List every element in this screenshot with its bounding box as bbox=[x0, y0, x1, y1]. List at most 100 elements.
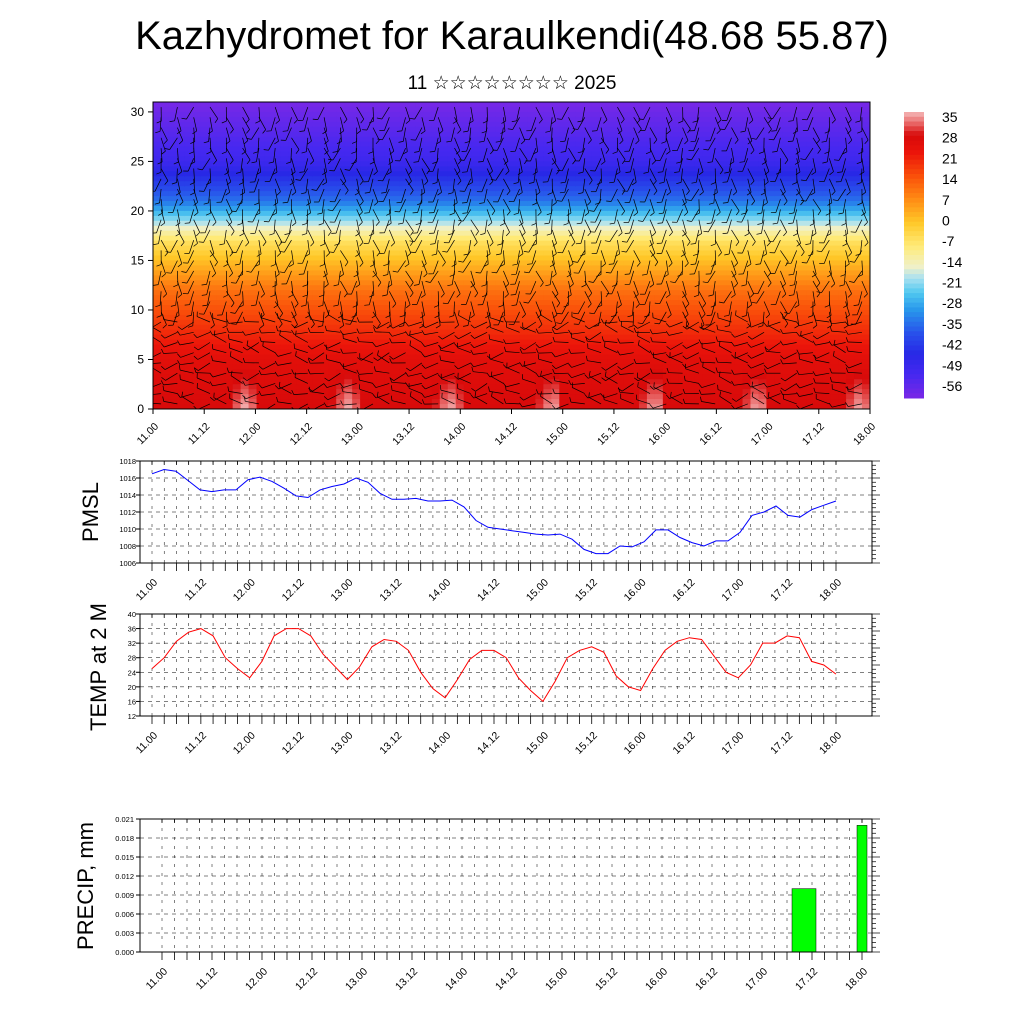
heatmap-cell bbox=[575, 121, 584, 128]
heatmap-cell bbox=[750, 126, 760, 133]
heatmap-cell bbox=[623, 359, 632, 366]
heatmap-cell bbox=[272, 255, 282, 262]
heatmap-cell bbox=[670, 106, 680, 113]
heatmap-cell bbox=[384, 245, 393, 252]
heatmap-cell bbox=[232, 121, 242, 128]
heatmap-cell bbox=[439, 201, 449, 207]
heatmap-cell bbox=[184, 235, 194, 242]
heatmap-cell bbox=[431, 205, 441, 212]
heatmap-cell bbox=[654, 309, 664, 316]
heatmap-cell bbox=[264, 250, 274, 257]
heatmap-cell bbox=[160, 106, 170, 113]
heatmap-cell bbox=[368, 111, 377, 118]
heatmap-cell bbox=[734, 384, 744, 390]
heatmap-cell bbox=[208, 141, 218, 148]
heatmap-cell bbox=[296, 305, 305, 311]
heatmap-cell bbox=[742, 344, 752, 351]
heatmap-cell bbox=[591, 186, 600, 192]
heatmap-cell bbox=[734, 324, 744, 331]
heatmap-cell bbox=[296, 141, 305, 148]
heatmap-cell bbox=[487, 126, 497, 133]
heatmap-cell bbox=[702, 265, 712, 271]
heatmap-cell bbox=[567, 166, 576, 172]
heatmap-cell bbox=[567, 230, 576, 237]
heatmap-cell bbox=[591, 339, 600, 346]
heatmap-cell bbox=[256, 161, 266, 167]
heatmap-cell bbox=[256, 295, 266, 301]
heatmap-cell bbox=[384, 374, 393, 380]
heatmap-cell bbox=[160, 349, 170, 356]
heatmap-cell bbox=[176, 205, 186, 212]
heatmap-cell bbox=[264, 215, 274, 222]
heatmap-cell bbox=[423, 131, 433, 138]
heatmap-cell bbox=[654, 344, 664, 351]
heatmap-cell bbox=[583, 245, 592, 252]
heatmap-cell bbox=[654, 141, 664, 148]
heatmap-cell bbox=[710, 255, 720, 262]
heatmap-cell bbox=[447, 146, 457, 153]
heatmap-cell bbox=[272, 220, 282, 227]
heatmap-cell bbox=[646, 166, 656, 172]
heatmap-cell bbox=[487, 305, 497, 311]
heatmap-cell bbox=[694, 379, 704, 385]
heatmap-cell bbox=[535, 334, 544, 341]
heatmap-cell bbox=[607, 186, 616, 192]
heatmap-cell bbox=[519, 171, 529, 177]
heatmap-cell bbox=[392, 275, 401, 281]
heatmap-cell bbox=[153, 389, 162, 395]
heatmap-cell bbox=[280, 151, 290, 158]
heatmap-cell bbox=[559, 116, 568, 123]
heatmap-cell bbox=[631, 235, 640, 242]
heatmap-cell bbox=[479, 220, 489, 227]
heatmap-cell bbox=[447, 324, 457, 331]
heatmap-cell bbox=[168, 359, 178, 366]
heatmap-cell bbox=[320, 399, 329, 405]
heatmap-cell bbox=[447, 280, 457, 286]
heatmap-cell bbox=[200, 260, 210, 266]
heatmap-cell bbox=[718, 384, 728, 390]
heatmap-cell bbox=[607, 176, 616, 182]
heatmap-cell bbox=[399, 136, 409, 143]
heatmap-cell bbox=[176, 131, 186, 138]
heatmap-cell bbox=[742, 230, 752, 237]
heatmap-cell bbox=[168, 146, 178, 153]
heatmap-cell bbox=[376, 240, 385, 247]
heatmap-cell bbox=[718, 181, 728, 187]
heatmap-cell bbox=[328, 359, 337, 366]
heatmap-cell bbox=[591, 270, 600, 276]
heatmap-cell bbox=[503, 235, 513, 242]
heatmap-cell bbox=[471, 305, 481, 311]
heatmap-cell bbox=[216, 225, 226, 232]
heatmap-cell bbox=[654, 389, 664, 395]
heatmap-cell bbox=[559, 384, 568, 390]
heatmap-cell bbox=[153, 210, 162, 217]
heatmap-cell bbox=[288, 374, 297, 380]
heatmap-cell bbox=[726, 275, 736, 281]
heatmap-cell bbox=[495, 290, 505, 296]
heatmap-cell bbox=[200, 285, 210, 291]
heatmap-cell bbox=[654, 116, 664, 123]
heatmap-cell bbox=[224, 389, 234, 395]
heatmap-cell bbox=[407, 225, 417, 232]
heatmap-cell bbox=[232, 359, 242, 366]
heatmap-cell bbox=[423, 186, 433, 192]
heatmap-cell bbox=[455, 240, 465, 247]
heatmap-cell bbox=[447, 265, 457, 271]
heatmap-cell bbox=[168, 344, 178, 351]
heatmap-cell bbox=[160, 314, 170, 321]
heatmap-cell bbox=[662, 404, 672, 409]
heatmap-cell bbox=[336, 379, 345, 385]
heatmap-cell bbox=[153, 260, 162, 266]
heatmap-cell bbox=[591, 379, 600, 385]
heatmap-cell bbox=[631, 146, 640, 153]
heatmap-cell bbox=[623, 176, 632, 182]
heatmap-cell bbox=[168, 255, 178, 262]
heatmap-cell bbox=[503, 374, 513, 380]
heatmap-cell bbox=[535, 131, 544, 138]
heatmap-cell bbox=[240, 404, 250, 409]
heatmap-cell bbox=[591, 151, 600, 158]
heatmap-cell bbox=[559, 324, 568, 331]
heatmap-cell bbox=[423, 230, 433, 237]
heatmap-cell bbox=[160, 250, 170, 257]
heatmap-cell bbox=[615, 270, 624, 276]
